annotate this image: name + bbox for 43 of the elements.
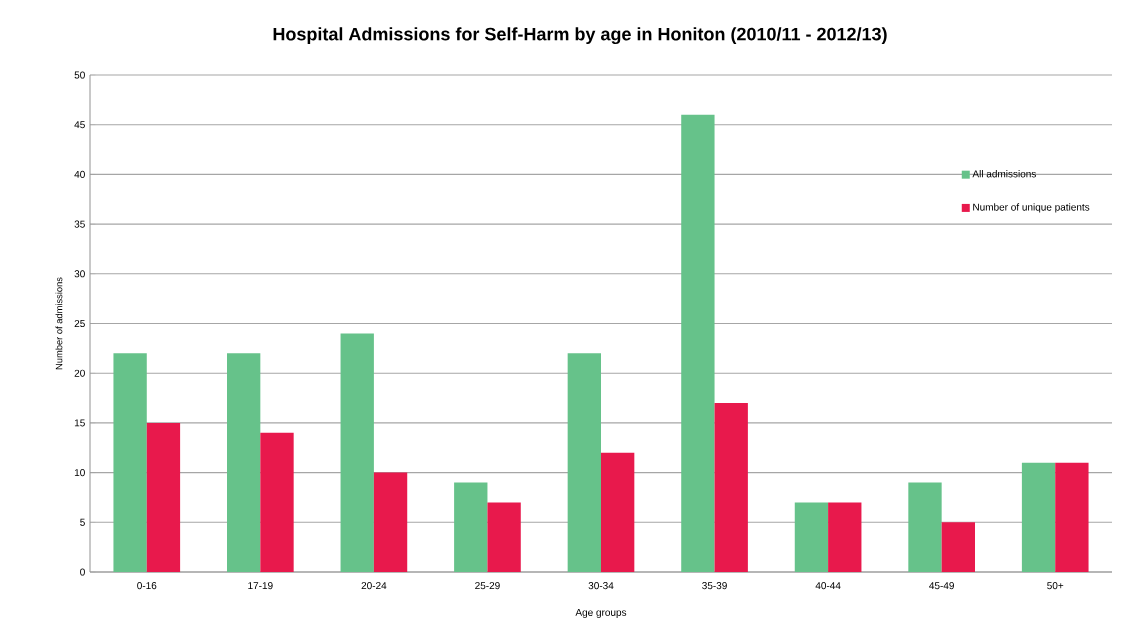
- legend-label: All admissions: [972, 170, 1036, 178]
- y-tick-label: 0: [80, 568, 85, 576]
- bar: [487, 502, 521, 572]
- x-tick-label: 25-29: [475, 582, 500, 590]
- bar: [1055, 462, 1089, 572]
- y-tick-label: 35: [74, 220, 85, 228]
- bar: [146, 422, 181, 572]
- chart-title: Hospital Admissions for Self-Harm by age in Honiton (2010/11 - 2012/13): [273, 27, 887, 45]
- y-tick-label: 15: [74, 419, 85, 427]
- x-tick-label: 50+: [1047, 582, 1064, 590]
- y-axis-title: Number of admissions: [55, 277, 63, 370]
- y-tick-label: 30: [74, 270, 85, 278]
- bar: [373, 472, 408, 572]
- y-tick-label: 5: [80, 518, 85, 526]
- y-tick-label: 45: [74, 121, 85, 129]
- x-axis-title: Age groups: [575, 608, 627, 618]
- bar: [340, 333, 374, 572]
- bar: [1021, 462, 1056, 572]
- bar: [454, 482, 488, 572]
- x-tick-label: 35-39: [702, 582, 727, 590]
- x-tick-label: 30-34: [588, 582, 614, 590]
- y-tick-label: 20: [74, 369, 85, 377]
- bar: [908, 482, 942, 572]
- y-tick-label: 50: [74, 71, 85, 79]
- x-tick-label: 17-19: [248, 582, 273, 590]
- x-tick-label: 40-44: [815, 582, 841, 590]
- bar: [227, 353, 261, 572]
- bar: [260, 432, 294, 572]
- bar: [828, 502, 862, 572]
- x-tick-label: 0-16: [137, 582, 157, 590]
- bar: [941, 522, 975, 572]
- x-tick-label: 45-49: [929, 582, 954, 590]
- y-tick-label: 25: [74, 319, 85, 328]
- bar: [113, 353, 147, 572]
- x-tick-label: 20-24: [361, 582, 387, 590]
- bar: [567, 353, 601, 572]
- bar: [601, 452, 635, 572]
- legend-label: Number of unique patients: [973, 203, 1090, 213]
- bar: [714, 403, 748, 572]
- y-tick-label: 10: [74, 469, 85, 477]
- bar: [681, 114, 715, 572]
- y-tick-label: 40: [74, 170, 85, 178]
- bar: [794, 502, 829, 572]
